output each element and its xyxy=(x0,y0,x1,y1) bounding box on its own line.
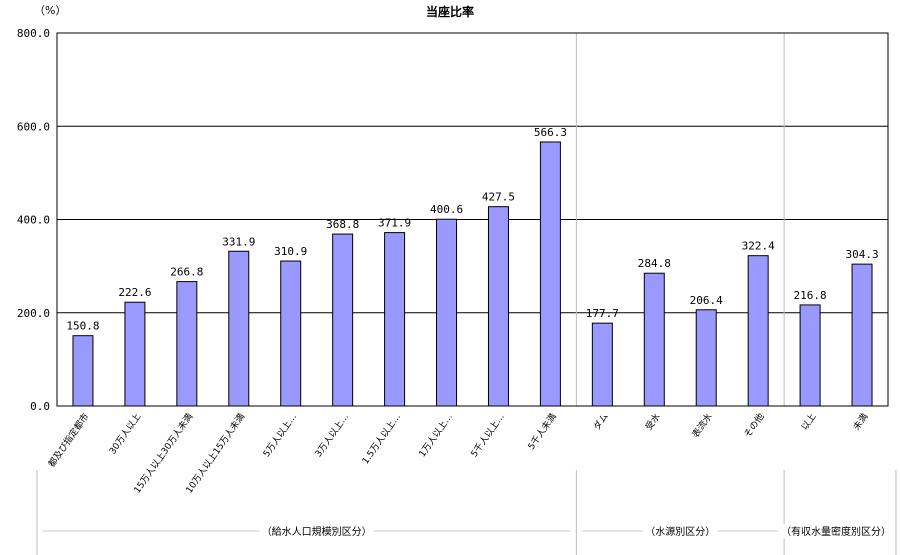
group-label: （水源別区分） xyxy=(645,525,715,538)
bar xyxy=(332,233,354,407)
bars xyxy=(72,141,873,407)
category-label: 30万人以上 xyxy=(107,411,143,456)
category-label: 15万人以上30万人未満 xyxy=(131,411,195,496)
category-label: 5千人未満 xyxy=(525,411,559,452)
category-label: 1.5万人以上… xyxy=(360,411,403,466)
group-label-background xyxy=(643,524,718,539)
axes: 0.0 200.0 400.0 600.0 800.0 xyxy=(17,27,889,413)
value-label: 150.8 xyxy=(66,320,99,333)
bar xyxy=(695,309,717,407)
group-label-background xyxy=(779,524,894,539)
category-label: 以上 xyxy=(799,411,818,432)
value-label: 400.6 xyxy=(430,203,463,216)
category-label: 表流水 xyxy=(689,411,714,440)
value-label: 331.9 xyxy=(222,235,255,248)
value-label: 177.7 xyxy=(586,307,619,320)
bar xyxy=(799,304,821,407)
y-unit-label: （%） xyxy=(34,4,66,17)
group-labels: （給水人口規模別区分） （水源別区分） （有収水量密度別区分） xyxy=(36,470,897,555)
y-tick-label: 200.0 xyxy=(17,307,50,320)
group-label: （有収水量密度別区分） xyxy=(781,525,891,538)
y-tick-label: 400.0 xyxy=(17,214,50,227)
value-label: 266.8 xyxy=(170,266,203,279)
bar xyxy=(747,255,769,407)
bar xyxy=(643,272,665,407)
category-label: 5万人以上… xyxy=(261,411,299,459)
bar xyxy=(851,263,873,407)
category-label: その他 xyxy=(741,411,766,440)
category-label: 都及び指定都市 xyxy=(45,411,91,470)
bar xyxy=(539,141,561,407)
chart-title: 当座比率 xyxy=(426,4,474,19)
category-label: 未満 xyxy=(850,411,870,433)
value-label: 322.4 xyxy=(742,240,775,253)
value-label: 222.6 xyxy=(118,286,151,299)
y-tick-label: 0.0 xyxy=(30,400,50,413)
bar xyxy=(176,281,198,407)
plot-frame xyxy=(56,32,889,407)
value-label: 310.9 xyxy=(274,245,307,258)
bar xyxy=(72,335,94,407)
group-label-background xyxy=(259,524,374,539)
bar xyxy=(228,250,250,407)
value-label: 427.5 xyxy=(482,191,515,204)
bar xyxy=(280,260,302,407)
value-label: 206.4 xyxy=(690,294,723,307)
y-tick-label: 800.0 xyxy=(17,27,50,40)
category-label: 5千人以上… xyxy=(469,411,507,459)
value-label: 368.8 xyxy=(326,218,359,231)
bar xyxy=(487,206,509,407)
category-label: ダム xyxy=(591,411,611,433)
bar xyxy=(591,322,613,407)
value-label: 284.8 xyxy=(638,257,671,270)
value-label: 216.8 xyxy=(794,289,827,302)
category-label: 10万人以上15万人未満 xyxy=(183,411,247,496)
category-label: 受水 xyxy=(643,411,663,433)
group-label: （給水人口規模別区分） xyxy=(262,525,372,538)
category-label: 3万人以上… xyxy=(313,411,351,459)
bar xyxy=(436,218,458,407)
value-labels: 150.8 222.6 266.8 331.9 310.9 368.8 371.9 400.6… xyxy=(66,126,878,333)
category-label: 1万人以上… xyxy=(417,411,455,459)
y-tick-label: 600.0 xyxy=(17,120,50,133)
bar xyxy=(384,232,406,407)
value-label: 371.9 xyxy=(378,217,411,230)
bar xyxy=(124,301,146,407)
value-label: 566.3 xyxy=(534,126,567,139)
value-label: 304.3 xyxy=(845,248,878,261)
